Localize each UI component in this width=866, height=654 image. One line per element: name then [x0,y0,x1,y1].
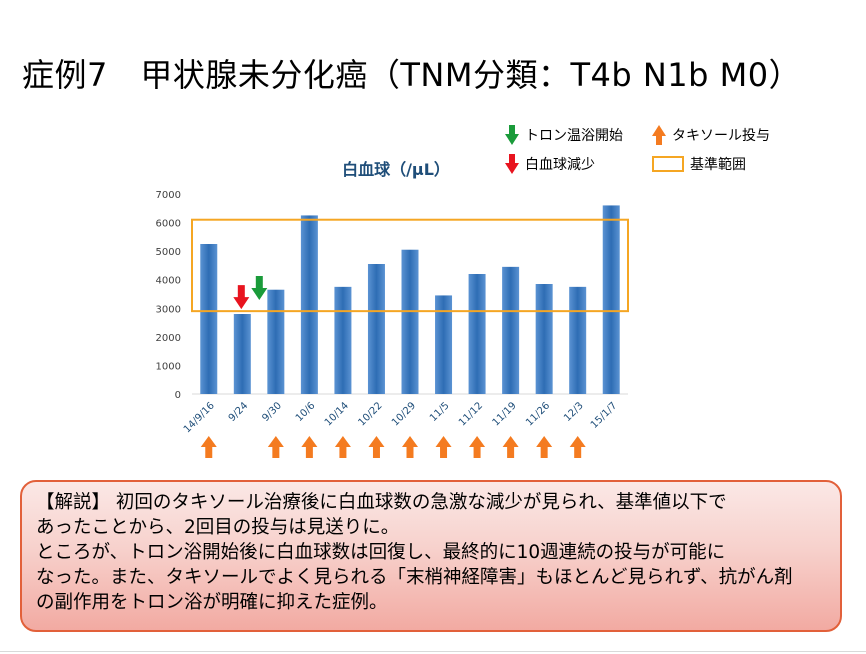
legend-label-decrease: 白血球減少 [525,157,595,173]
legend-item-taxol: タキソール投与 [652,125,770,145]
y-axis: 0 1000 2000 3000 4000 5000 6000 7000 [156,190,628,401]
bar-15/1/7 [602,205,620,394]
legend-item-decrease: 白血球減少 [505,154,595,174]
onset-marker-arrow [251,276,268,300]
x-tick-label: 12/3 [562,400,586,424]
taxol-marker-arrow-10/14 [334,436,351,458]
bar-10/6 [300,215,318,394]
y-tick-label: 3000 [156,304,181,315]
legend-label-taxol: タキソール投与 [672,128,770,144]
chart-title: 白血球（/μL） [342,160,450,179]
bar-10/14 [334,286,352,394]
x-tick-label: 11/5 [428,400,452,424]
red-down-arrow-icon [505,154,519,174]
bar-12/3 [569,286,587,394]
taxol-marker-arrow-11/12 [469,436,486,458]
x-tick-label: 15/1/7 [589,400,620,431]
wbc-bar-chart: 白血球（/μL） 0 1000 2000 3000 4000 5000 6000 7000 1… [156,160,629,458]
bars [200,205,620,394]
x-tick-label: 11/12 [457,400,485,428]
explanation-line-3: ところが、トロン浴開始後に白血球数は回復し、最終的に10週連続の投与が可能に [36,542,726,563]
bar-11/5 [435,295,453,394]
x-tick-label: 11/19 [491,400,519,428]
taxol-marker-arrow-10/22 [368,436,385,458]
x-tick-label: 10/6 [294,400,318,424]
x-tick-label: 11/26 [524,400,552,428]
bar-9/24 [233,314,251,394]
explanation-line-2: あったことから、2回目の投与は見送りに。 [36,517,400,538]
legend-item-range: 基準範囲 [652,154,746,174]
taxol-marker-arrow-12/3 [569,436,586,458]
y-tick-label: 7000 [156,190,181,201]
chart-overlay [191,218,629,458]
bar-14/9/16 [200,244,218,394]
y-tick-label: 1000 [156,361,181,372]
taxol-marker-arrow-11/5 [435,436,452,458]
reference-range-box [191,218,629,313]
bar-11/26 [535,284,553,394]
y-tick-label: 2000 [156,333,181,344]
bar-11/12 [468,274,486,394]
y-tick-label: 4000 [156,276,181,287]
explanation-box: 【解説】 初回のタキソール治療後に白血球数の急激な減少が見られ、基準値以下で あ… [20,480,842,632]
page-title: 症例7 甲状腺未分化癌（TNM分類：T4b N1b M0） [22,56,802,94]
taxol-marker-arrow-10/29 [402,436,418,458]
taxol-marker-arrow-11/19 [502,436,519,458]
legend-label-range: 基準範囲 [690,157,746,173]
y-tick-label: 6000 [156,219,181,230]
taxol-marker-arrow-11/26 [536,436,553,458]
legend-range-swatch [652,156,684,172]
bar-9/30 [267,289,285,394]
orange-up-arrow-icon [652,125,666,145]
bottom-divider [0,651,866,652]
green-down-arrow-icon [505,125,519,145]
bar-11/19 [502,266,520,394]
taxol-marker-arrow-14/9/16 [200,436,217,458]
explanation-line-4: なった。また、タキソールでよく見られる「末梢神経障害」もほとんど見られず、抗がん… [36,567,793,588]
x-tick-label: 9/24 [227,400,251,424]
x-tick-label: 9/30 [260,400,284,424]
bar-10/29 [401,249,419,394]
x-tick-label: 14/9/16 [182,400,217,435]
x-tick-label: 10/29 [390,400,418,428]
legend-item-onset: トロン温浴開始 [505,125,623,145]
x-tick-label: 10/14 [323,400,351,428]
explanation-line-5: の副作用をトロン浴が明確に抑えた症例。 [36,592,388,613]
x-tick-label: 10/22 [356,400,384,428]
taxol-marker-arrow-10/6 [301,436,318,458]
decrease-marker-arrow [233,285,250,310]
bar-10/22 [367,264,385,394]
legend-label-onset: トロン温浴開始 [525,128,623,144]
y-tick-label: 5000 [156,247,181,258]
y-tick-label: 0 [175,390,181,401]
explanation-line-1: 【解説】 初回のタキソール治療後に白血球数の急激な減少が見られ、基準値以下で [36,492,727,513]
taxol-marker-arrow-9/30 [267,436,284,458]
x-axis: 14/9/16 9/24 9/30 10/6 10/14 10/22 10/29 11/5 11… [182,400,620,435]
